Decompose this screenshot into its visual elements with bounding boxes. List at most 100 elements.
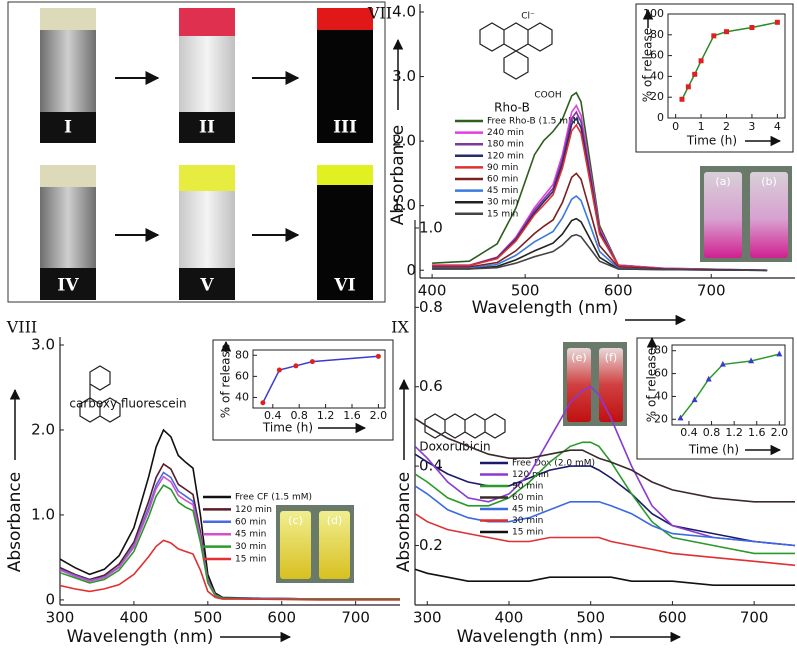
- marker: [698, 58, 704, 64]
- y-tick-label: 0.8: [419, 298, 443, 316]
- y-axis-label: Absorbance: [394, 472, 414, 572]
- y-tick-label: 40: [650, 69, 664, 82]
- y-tick-label: 0.2: [419, 536, 443, 554]
- x-tick-label: 1.2: [725, 426, 743, 439]
- annotation: Doxorubicin: [419, 440, 490, 454]
- x-axis-label: Wavelength (nm): [67, 627, 214, 647]
- legend-label: 15 min: [512, 528, 543, 538]
- x-tick-label: 700: [341, 609, 370, 627]
- series-line: [432, 217, 768, 272]
- x-tick-label: 1.6: [748, 426, 766, 439]
- x-tick-label: 600: [604, 282, 633, 300]
- marker: [749, 25, 755, 31]
- marker: [375, 353, 381, 359]
- series-line: [679, 353, 780, 419]
- vial-label: IV: [57, 276, 79, 296]
- y-tick-label: 0: [406, 261, 416, 279]
- legend-label: 240 min: [487, 128, 524, 138]
- series-line: [415, 513, 795, 567]
- y-axis-label: % of release: [219, 344, 233, 418]
- x-tick-label: 3: [748, 120, 755, 133]
- x-tick-label: 0.4: [264, 409, 282, 422]
- legend-label: 60 min: [512, 493, 543, 503]
- marker: [705, 375, 712, 382]
- marker: [748, 357, 755, 364]
- legend-label: 90 min: [512, 482, 543, 492]
- marker: [719, 360, 726, 367]
- inset-frame: [635, 3, 794, 153]
- vial: [179, 165, 235, 300]
- chart: (a) (b)400 500 600 70001.02.03.04.0Wavelengt…: [367, 3, 795, 326]
- x-tick-label: 600: [267, 609, 296, 627]
- legend-label: Free CF (1.5 mM): [235, 493, 312, 503]
- vial: [317, 165, 373, 300]
- series-line: [415, 568, 795, 586]
- vial: [567, 348, 591, 422]
- legend-label: 45 min: [487, 186, 518, 196]
- y-tick-label: 4.0: [392, 3, 416, 21]
- y-axis-label: Absorbance: [388, 125, 408, 225]
- y-tick-label: 2.0: [392, 132, 416, 150]
- structure: [79, 22, 553, 439]
- series-line: [415, 417, 795, 503]
- series-line: [415, 485, 795, 547]
- panel-label: VII: [367, 4, 392, 23]
- photo-label: (f): [605, 351, 617, 364]
- x-tick-label: 2.0: [370, 409, 388, 422]
- legend-label: 120 min: [235, 505, 272, 515]
- y-tick-label: 1.0: [392, 196, 416, 214]
- x-tick-label: 0.8: [290, 409, 308, 422]
- series-line: [432, 172, 768, 272]
- panel-label: IX: [391, 318, 409, 337]
- marker: [691, 396, 698, 403]
- marker: [679, 96, 685, 102]
- annotation: Rho-B: [494, 101, 530, 115]
- y-tick-label: 3.0: [31, 336, 55, 354]
- x-tick-label: 2: [723, 120, 730, 133]
- x-axis-label: Wavelength (nm): [472, 298, 619, 318]
- y-tick-label: 60: [235, 369, 249, 382]
- legend-label: 60 min: [235, 517, 266, 527]
- y-tick-label: 60: [654, 367, 668, 380]
- x-tick-label: 400: [120, 609, 149, 627]
- vial-label: VI: [333, 276, 355, 296]
- series-line: [415, 385, 795, 547]
- x-tick-label: 0.8: [703, 426, 721, 439]
- x-tick-label: 400: [418, 282, 447, 300]
- legend-label: 45 min: [512, 505, 543, 515]
- x-tick-label: 300: [46, 609, 75, 627]
- inset-frame: [636, 337, 794, 460]
- x-tick-label: 2.0: [771, 426, 789, 439]
- photo-label: (d): [327, 514, 343, 527]
- y-tick-label: 60: [650, 49, 664, 62]
- chart: (c) (d) 300 400 500 600 700 0 1.0 2.0 3.0 Wavelengt…: [5, 318, 400, 647]
- legend-label: Free Dox (2.0 mM): [512, 459, 595, 469]
- vial: [750, 172, 788, 258]
- annotation: Cl⁻: [521, 12, 535, 22]
- vial: [599, 348, 623, 422]
- annotation: carboxy fluorescein: [69, 397, 186, 411]
- plot-frame: [671, 344, 786, 426]
- marker: [677, 414, 684, 421]
- legend-label: 30 min: [512, 516, 543, 526]
- y-axis-label: Absorbance: [5, 472, 25, 572]
- marker: [774, 19, 780, 25]
- legend-label: 120 min: [512, 470, 549, 480]
- y-tick-label: 0.6: [419, 377, 443, 395]
- photo-label: (a): [715, 175, 730, 188]
- series-line: [60, 428, 400, 600]
- legend-label: Free Rho-B (1.5 mM): [487, 117, 579, 127]
- chart: 0.4 0.8 1.2 1.6 2.0 20 40 60 80 Time (h) % of rele…: [636, 336, 794, 460]
- y-tick-label: 20: [654, 412, 668, 425]
- series-line: [432, 123, 768, 272]
- y-tick-label: 3.0: [392, 67, 416, 85]
- marker: [685, 84, 691, 90]
- vial: [40, 8, 96, 143]
- x-tick-label: 700: [697, 282, 726, 300]
- x-tick-label: 0: [672, 120, 679, 133]
- x-tick-label: 600: [658, 609, 687, 627]
- x-tick-label: 1.2: [317, 409, 335, 422]
- x-axis-label: Time (h): [262, 421, 313, 435]
